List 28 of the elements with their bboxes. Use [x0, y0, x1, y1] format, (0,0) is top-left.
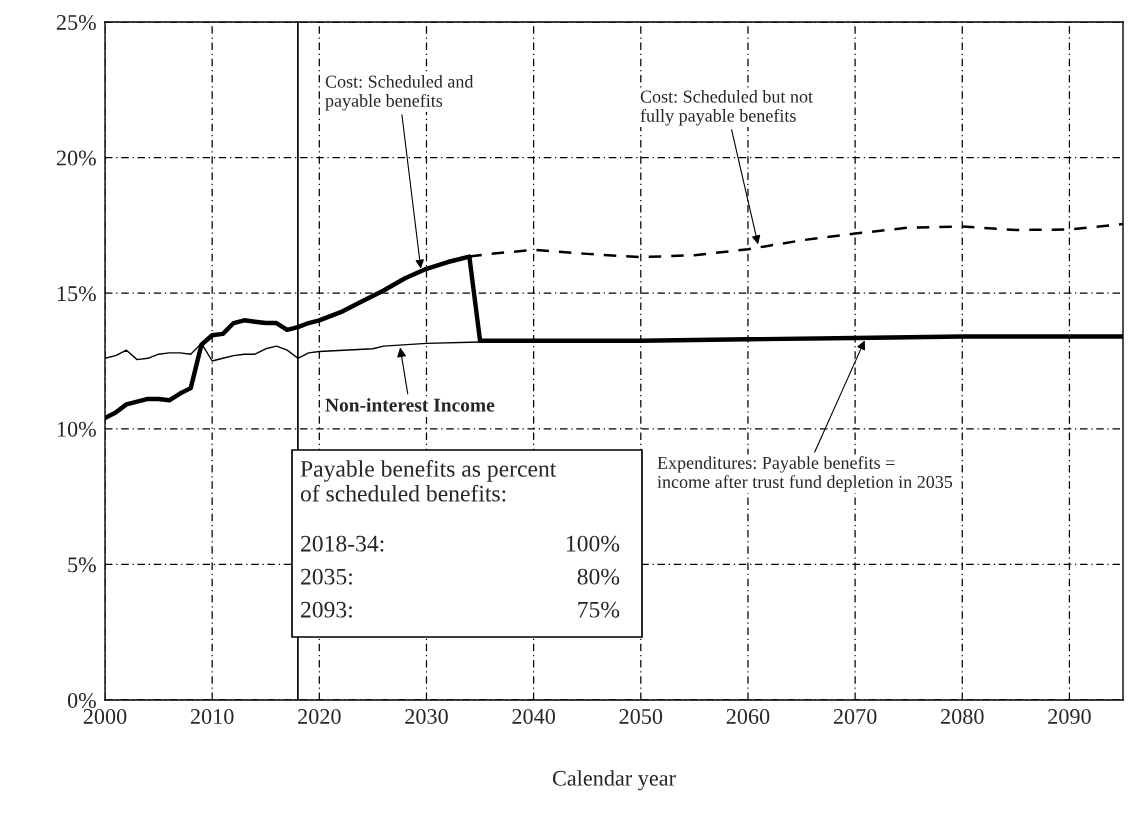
annotation: 75%: [578, 601, 620, 618]
annotation: 2018-34:: [301, 535, 384, 552]
x-tick-label: 2050: [619, 708, 663, 724]
y-tick-label: 25%: [56, 14, 96, 30]
x-axis-title: Calendar year: [552, 770, 676, 791]
annotation: Cost: Scheduled but not fully payable benefits: [640, 90, 813, 126]
x-tick-label: 2080: [941, 708, 984, 724]
x-tick-label: 2020: [298, 708, 341, 724]
annotation: 2093:: [301, 601, 352, 618]
annotation: Payable benefits as percent of scheduled benefits:: [300, 460, 557, 502]
annotation: Non-interest Income: [325, 398, 495, 412]
x-tick-label: 2090: [1048, 708, 1091, 724]
y-tick-label: 15%: [57, 286, 96, 302]
annotation: 100%: [566, 535, 620, 552]
annotation: 2035:: [301, 568, 352, 585]
annotation: Cost: Scheduled and payable benefits: [325, 75, 474, 111]
x-tick-label: 2070: [833, 708, 877, 724]
y-tick-label: 20%: [56, 150, 96, 166]
y-tick-label: 10%: [57, 421, 96, 437]
annotation: 80%: [577, 568, 620, 585]
x-tick-label: 2060: [726, 708, 770, 724]
annotation: Expenditures: Payable benefits = income after trust fund depletion in 2035: [657, 456, 953, 492]
y-tick-label: 0%: [67, 692, 96, 708]
x-tick-label: 2030: [405, 708, 448, 724]
y-tick-label: 5%: [68, 557, 96, 573]
x-tick-label: 2040: [512, 708, 556, 724]
x-tick-label: 2000: [83, 708, 127, 724]
x-tick-label: 2010: [190, 708, 234, 724]
